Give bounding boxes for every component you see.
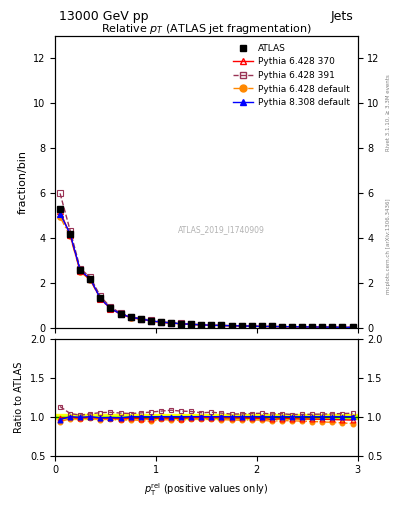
Text: ATLAS_2019_I1740909: ATLAS_2019_I1740909	[178, 225, 265, 234]
Bar	[55, 414, 358, 419]
Text: Jets: Jets	[331, 10, 354, 23]
X-axis label: $p_{\mathrm{T}}^{\mathrm{rel}}$ (positive values only): $p_{\mathrm{T}}^{\mathrm{rel}}$ (positiv…	[144, 481, 268, 498]
Y-axis label: fraction/bin: fraction/bin	[17, 150, 28, 214]
Y-axis label: Ratio to ATLAS: Ratio to ATLAS	[15, 361, 24, 433]
Text: Rivet 3.1.10, ≥ 3.3M events: Rivet 3.1.10, ≥ 3.3M events	[386, 74, 391, 151]
Legend: ATLAS, Pythia 6.428 370, Pythia 6.428 391, Pythia 6.428 default, Pythia 8.308 de: ATLAS, Pythia 6.428 370, Pythia 6.428 39…	[230, 40, 353, 111]
Text: mcplots.cern.ch [arXiv:1306.3436]: mcplots.cern.ch [arXiv:1306.3436]	[386, 198, 391, 293]
Text: 13000 GeV pp: 13000 GeV pp	[59, 10, 149, 23]
Title: Relative $p_{T}$ (ATLAS jet fragmentation): Relative $p_{T}$ (ATLAS jet fragmentatio…	[101, 22, 312, 36]
Bar	[55, 416, 358, 418]
